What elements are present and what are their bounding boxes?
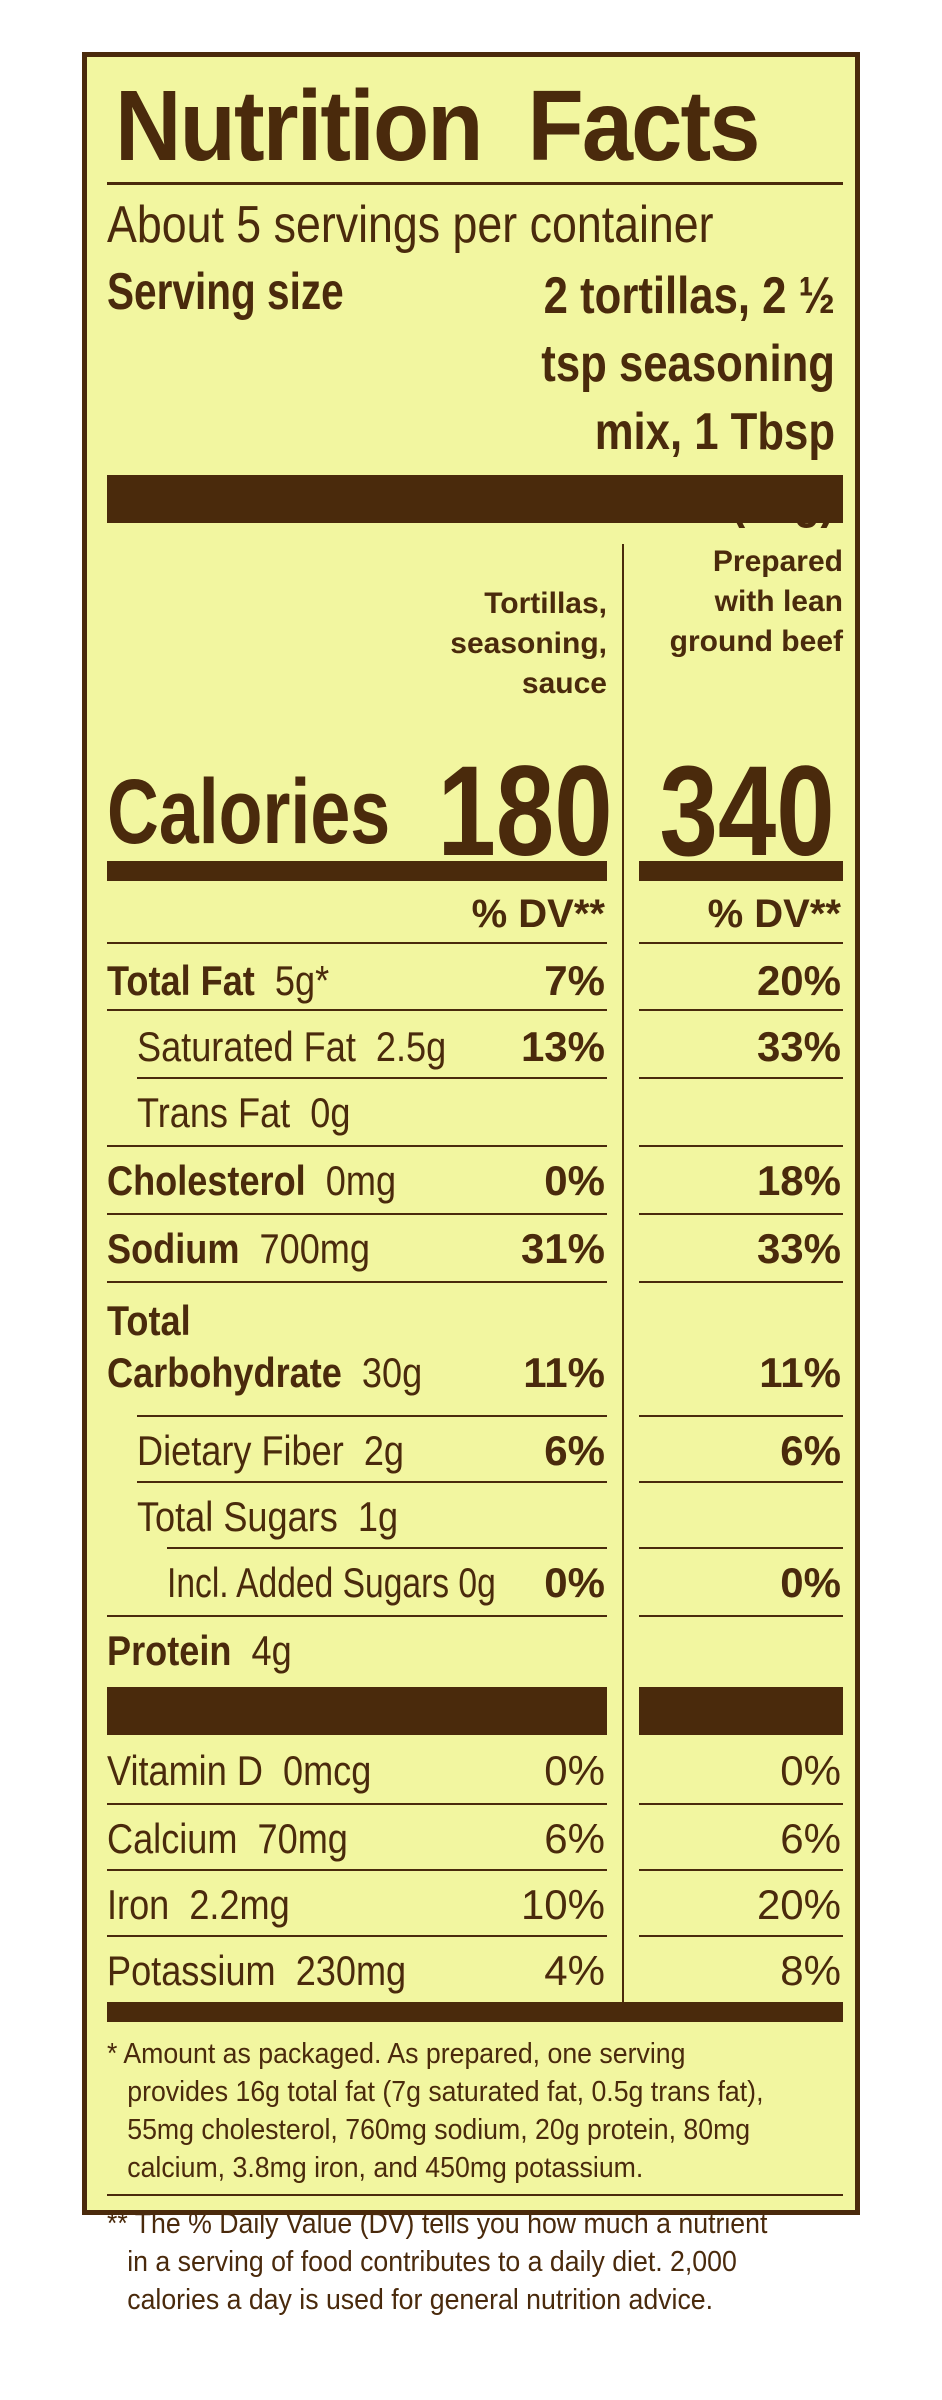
dv-added-sugars-packaged: 0%	[544, 1559, 605, 1606]
dv-cholesterol-packaged: 0%	[544, 1157, 605, 1204]
row-divider	[639, 1615, 843, 1617]
calories-prepared: 340	[659, 740, 835, 883]
dv-vitamin-d-prepared: 0%	[780, 1747, 841, 1794]
thick-bar-calories-right	[639, 861, 843, 881]
row-divider	[107, 1145, 607, 1147]
column-divider	[622, 544, 624, 2002]
dv-vitamin-d-packaged: 0%	[544, 1747, 605, 1794]
serving-size-label: Serving size	[107, 263, 344, 321]
dv-sodium-prepared: 33%	[756, 1225, 841, 1272]
nutrient-trans-fat: Trans Fat 0g	[137, 1089, 351, 1136]
dv-total-fat-prepared: 20%	[756, 957, 841, 1004]
dv-iron-prepared: 20%	[756, 1881, 841, 1928]
nutrient-dietary-fiber: Dietary Fiber 2g	[137, 1427, 405, 1474]
nutrient-total-sugars: Total Sugars 1g	[137, 1493, 399, 1540]
row-divider	[137, 1077, 607, 1079]
row-divider	[639, 942, 843, 944]
footnote-amount-as-packaged: * Amount as packaged. As prepared, one s…	[107, 2038, 764, 2184]
dv-header-packaged: % DV**	[471, 892, 605, 936]
nutrition-facts-label: Nutrition Facts About 5 servings per con…	[82, 52, 860, 2316]
nutrient-protein: Protein 4g	[107, 1627, 292, 1674]
calories-label: Calories	[107, 761, 391, 863]
dv-fiber-prepared: 6%	[780, 1427, 841, 1474]
nutrient-total-fat: Total Fat 5g*	[107, 957, 330, 1004]
row-divider	[107, 1281, 607, 1283]
row-divider	[639, 1481, 843, 1483]
dv-iron-packaged: 10%	[520, 1881, 605, 1928]
row-divider	[639, 1077, 843, 1079]
dv-calcium-packaged: 6%	[544, 1815, 605, 1862]
row-divider	[107, 1615, 607, 1617]
nutrient-sodium: Sodium 700mg	[107, 1225, 370, 1272]
row-divider	[107, 1009, 607, 1011]
calcium: Calcium 70mg	[107, 1815, 348, 1862]
nutrient-total-carbohydrate-line1: Total	[107, 1297, 191, 1344]
dv-cholesterol-prepared: 18%	[756, 1157, 841, 1204]
dv-calcium-prepared: 6%	[780, 1815, 841, 1862]
iron: Iron 2.2mg	[107, 1881, 290, 1928]
row-divider	[107, 1803, 607, 1805]
thick-bar-bottom	[107, 2002, 843, 2022]
nutrient-saturated-fat: Saturated Fat 2.5g	[137, 1023, 447, 1070]
thick-bar-calories-left	[107, 861, 607, 881]
dv-carbohydrate-packaged: 11%	[523, 1349, 605, 1396]
servings-per-container: About 5 servings per container	[107, 196, 714, 254]
dv-added-sugars-prepared: 0%	[780, 1559, 841, 1606]
potassium: Potassium 230mg	[107, 1947, 407, 1994]
row-divider	[639, 1869, 843, 1871]
dv-potassium-packaged: 4%	[544, 1947, 605, 1994]
row-divider	[639, 1547, 843, 1549]
dv-header-prepared: % DV**	[707, 892, 841, 936]
column-header-packaged: Tortillas, seasoning, sauce	[450, 587, 607, 700]
row-divider	[107, 1935, 607, 1937]
thick-bar-vitamins-right	[639, 1687, 843, 1735]
footnote-daily-value: ** The % Daily Value (DV) tells you how …	[107, 2208, 768, 2316]
thick-bar-vitamins-left	[107, 1687, 607, 1735]
nutrient-added-sugars: Incl. Added Sugars 0g	[167, 1559, 496, 1606]
row-divider	[639, 1415, 843, 1417]
dv-potassium-prepared: 8%	[780, 1947, 841, 1994]
row-divider	[107, 1213, 607, 1215]
vitamin-d: Vitamin D 0mcg	[107, 1747, 372, 1794]
title-divider	[107, 182, 843, 185]
row-divider	[639, 1145, 843, 1147]
row-divider	[639, 1803, 843, 1805]
row-divider	[639, 1213, 843, 1215]
dv-fiber-packaged: 6%	[544, 1427, 605, 1474]
row-divider	[639, 1009, 843, 1011]
footnote-divider	[107, 2194, 843, 2196]
dv-carbohydrate-prepared: 11%	[759, 1349, 841, 1396]
row-divider	[137, 1415, 607, 1417]
dv-saturated-fat-prepared: 33%	[756, 1023, 841, 1070]
calories-packaged: 180	[437, 740, 613, 883]
row-divider	[107, 1869, 607, 1871]
label-title: Nutrition Facts	[115, 70, 760, 182]
dv-total-fat-packaged: 7%	[544, 957, 605, 1004]
thick-bar-top	[107, 475, 843, 523]
column-header-prepared: Prepared with lean ground beef	[669, 545, 843, 658]
dv-sodium-packaged: 31%	[520, 1225, 605, 1272]
row-divider	[167, 1547, 607, 1549]
row-divider	[137, 1481, 607, 1483]
dv-saturated-fat-packaged: 13%	[520, 1023, 605, 1070]
row-divider	[639, 1281, 843, 1283]
row-divider	[639, 1935, 843, 1937]
nutrient-total-carbohydrate-line2: Carbohydrate 30g	[107, 1349, 423, 1396]
row-divider	[107, 942, 607, 944]
nutrient-cholesterol: Cholesterol 0mg	[107, 1157, 397, 1204]
